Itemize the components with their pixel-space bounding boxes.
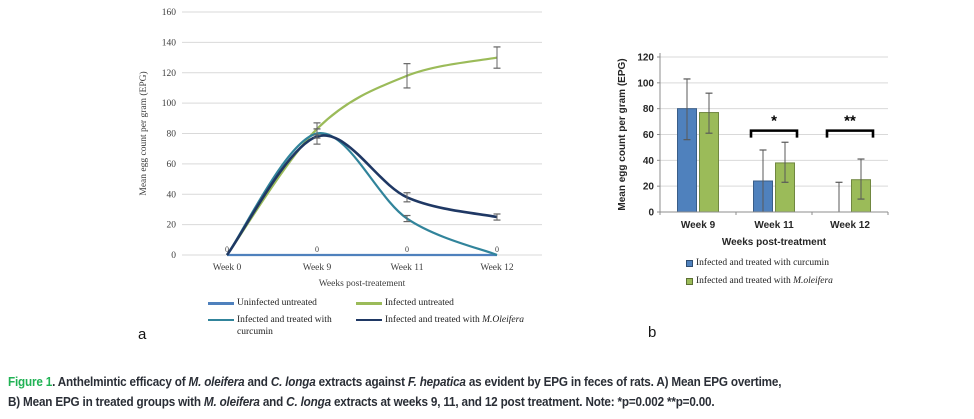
y-axis-title: Mean egg count per gram (EPG)	[617, 58, 628, 210]
y-tick-label: 0	[648, 208, 654, 219]
y-tick-label: 80	[643, 104, 655, 115]
y-tick-label: 100	[637, 78, 654, 89]
legend-item: Infected and treated with curcumin	[208, 315, 356, 339]
data-label: 0	[225, 245, 229, 254]
data-label: 0	[315, 245, 319, 254]
epg-line-chart: 0 20 40 60 80 100 120 140 160 0 0 0 0 Week 0 Week 9 Wee…	[138, 8, 542, 289]
caption-text: extracts at weeks 9, 11, and 12 post tre…	[330, 394, 715, 409]
caption-text: M. oleifera	[188, 374, 245, 389]
data-label: 0	[405, 245, 409, 254]
caption-text: B) Mean EPG in treated groups with	[8, 394, 204, 409]
series-line	[226, 132, 498, 257]
caption-text: C. longa	[270, 374, 316, 389]
figure-number: Figure 1	[8, 374, 53, 389]
y-tick-label: 160	[162, 8, 177, 18]
caption-text: extracts against	[315, 374, 408, 389]
y-tick-label: 120	[162, 69, 177, 79]
legend-line-swatch	[356, 302, 382, 305]
legend-label: Infected and treated with curcumin	[696, 258, 829, 268]
x-axis-title: Weeks post-treatment	[722, 237, 827, 248]
significance-asterisk: **	[844, 113, 856, 130]
panel-b: 0 20 40 60 80 100 120 Week 9 Week 11 Week 12 Weeks…	[612, 40, 952, 355]
data-label: 0	[495, 245, 499, 254]
y-tick-label: 20	[643, 182, 655, 193]
y-tick-label: 100	[162, 99, 177, 109]
panel-b-label: b	[648, 324, 657, 341]
significance-bracket	[749, 129, 799, 138]
x-tick-label: Week 9	[681, 220, 716, 231]
x-tick-label: Week 12	[830, 220, 870, 231]
x-tick-label: Week 12	[480, 263, 514, 273]
bar-chart-legend: Infected and treated with curcumin Infect…	[686, 258, 952, 288]
legend-label: Infected and treated with M.Oleifera	[385, 314, 525, 325]
legend-item: Infected and treated with curcumin	[686, 258, 952, 270]
y-tick-label: 140	[162, 38, 177, 48]
line-chart-legend: Uninfected untreated Infected untreated In…	[208, 298, 538, 339]
x-tick-label: Week 9	[303, 263, 332, 273]
caption-text: and	[244, 374, 271, 389]
y-tick-label: 80	[167, 130, 177, 140]
caption-text: F. hepatica	[407, 374, 466, 389]
y-tick-label: 40	[167, 190, 177, 200]
caption-text: C. longa	[286, 394, 331, 409]
y-axis-title: Mean egg count per gram (EPG)	[138, 71, 149, 195]
caption-text: and	[259, 394, 287, 409]
caption-text: as evident by EPG in feces of rats. A) M…	[465, 374, 782, 389]
legend-label: Infected and treated with M.oleifera	[696, 275, 833, 286]
significance-asterisk: *	[771, 113, 777, 130]
legend-color-swatch	[686, 277, 693, 285]
legend-line-swatch	[356, 318, 382, 322]
epg-bar-chart: 0 20 40 60 80 100 120 Week 9 Week 11 Week 12Weeks…	[617, 53, 889, 248]
legend-label: Infected and treated with curcumin	[237, 314, 332, 337]
legend-label: Uninfected untreated	[237, 298, 317, 308]
series-line	[226, 56, 498, 256]
figure-caption: Figure 1. Anthelmintic efficacy of M. ol…	[8, 372, 953, 412]
legend-label: Infected untreated	[385, 298, 454, 308]
significance-bracket	[825, 129, 875, 138]
legend-item: Infected and treated with M.Oleifera	[356, 315, 538, 339]
legend-item: Infected and treated with M.oleifera	[686, 276, 952, 288]
caption-text: . Anthelmintic efficacy of	[52, 374, 189, 389]
legend-line-swatch	[208, 302, 234, 305]
series-line	[225, 134, 498, 256]
x-tick-label: Week 0	[213, 263, 242, 273]
y-tick-label: 20	[167, 221, 177, 231]
legend-item: Infected untreated	[356, 298, 538, 310]
y-tick-label: 60	[167, 160, 177, 170]
x-axis-title: Weeks post-treatement	[319, 279, 406, 289]
x-tick-label: Week 11	[754, 220, 794, 231]
y-tick-label: 120	[637, 53, 654, 64]
legend-color-swatch	[686, 260, 693, 267]
panel-a: 0 20 40 60 80 100 120 140 160 0 0 0 0 Week 0 Week 9 Wee…	[130, 2, 560, 362]
caption-text: M. oleifera	[203, 394, 260, 409]
y-tick-label: 60	[643, 130, 655, 141]
y-tick-label: 0	[171, 251, 176, 261]
x-tick-label: Week 11	[391, 263, 424, 273]
legend-item: Uninfected untreated	[208, 298, 356, 310]
panel-a-label: a	[138, 326, 147, 343]
y-tick-label: 40	[643, 156, 655, 167]
legend-line-swatch	[208, 318, 234, 322]
